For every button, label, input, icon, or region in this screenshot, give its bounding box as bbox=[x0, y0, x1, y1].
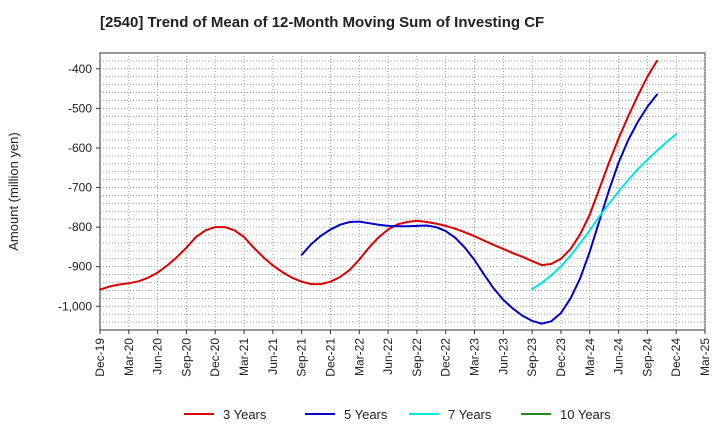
y-axis-ticks: -400 -500 -600 -700 -800 -900 -1,000 bbox=[58, 62, 100, 313]
x-tick-label: Sep-22 bbox=[410, 338, 424, 377]
x-tick-label: Dec-19 bbox=[93, 338, 107, 377]
x-axis-ticks: Dec-19 Mar-20 Jun-20 Sep-20 Dec-20 Mar-21 Jun-… bbox=[93, 330, 712, 377]
chart-title: [2540] Trend of Mean of 12-Month Moving … bbox=[100, 14, 545, 31]
x-tick-label: Mar-25 bbox=[698, 338, 712, 376]
y-tick-label: -600 bbox=[68, 141, 92, 155]
series-layer bbox=[99, 59, 678, 325]
series-line-5-years bbox=[300, 93, 658, 325]
legend-label: 10 Years bbox=[560, 407, 611, 422]
y-axis-title: Amount (million yen) bbox=[6, 132, 21, 251]
x-tick-label: Mar-21 bbox=[237, 338, 251, 376]
y-tick-label: -500 bbox=[68, 101, 92, 115]
x-tick-label: Dec-22 bbox=[439, 338, 453, 377]
y-tick-label: -700 bbox=[68, 181, 92, 195]
y-tick-label: -400 bbox=[68, 62, 92, 76]
legend-label: 7 Years bbox=[448, 407, 492, 422]
x-tick-label: Dec-24 bbox=[669, 338, 683, 377]
x-tick-label: Jun-24 bbox=[612, 338, 626, 375]
x-tick-label: Sep-20 bbox=[179, 338, 193, 377]
x-tick-label: Mar-24 bbox=[583, 338, 597, 376]
x-tick-label: Jun-23 bbox=[496, 338, 510, 375]
x-tick-label: Dec-21 bbox=[323, 338, 337, 377]
x-tick-label: Sep-24 bbox=[640, 338, 654, 377]
x-tick-label: Jun-20 bbox=[151, 338, 165, 375]
x-tick-label: Jun-21 bbox=[266, 338, 280, 375]
legend-label: 3 Years bbox=[223, 407, 267, 422]
y-tick-label: -800 bbox=[68, 220, 92, 234]
x-tick-label: Dec-23 bbox=[554, 338, 568, 377]
x-tick-label: Dec-20 bbox=[208, 338, 222, 377]
series-line-3-years bbox=[99, 59, 658, 291]
y-tick-label: -900 bbox=[68, 260, 92, 274]
plot-area bbox=[99, 52, 706, 331]
series-line-7-years bbox=[531, 133, 678, 291]
x-tick-label: Mar-20 bbox=[122, 338, 136, 376]
x-tick-label: Sep-21 bbox=[295, 338, 309, 377]
y-tick-label: -1,000 bbox=[58, 299, 92, 313]
legend: 3 Years 5 Years 7 Years 10 Years bbox=[184, 407, 611, 422]
x-tick-label: Sep-23 bbox=[525, 338, 539, 377]
x-tick-label: Mar-22 bbox=[352, 338, 366, 376]
x-tick-label: Mar-23 bbox=[468, 338, 482, 376]
x-tick-label: Jun-22 bbox=[381, 338, 395, 375]
legend-label: 5 Years bbox=[344, 407, 388, 422]
